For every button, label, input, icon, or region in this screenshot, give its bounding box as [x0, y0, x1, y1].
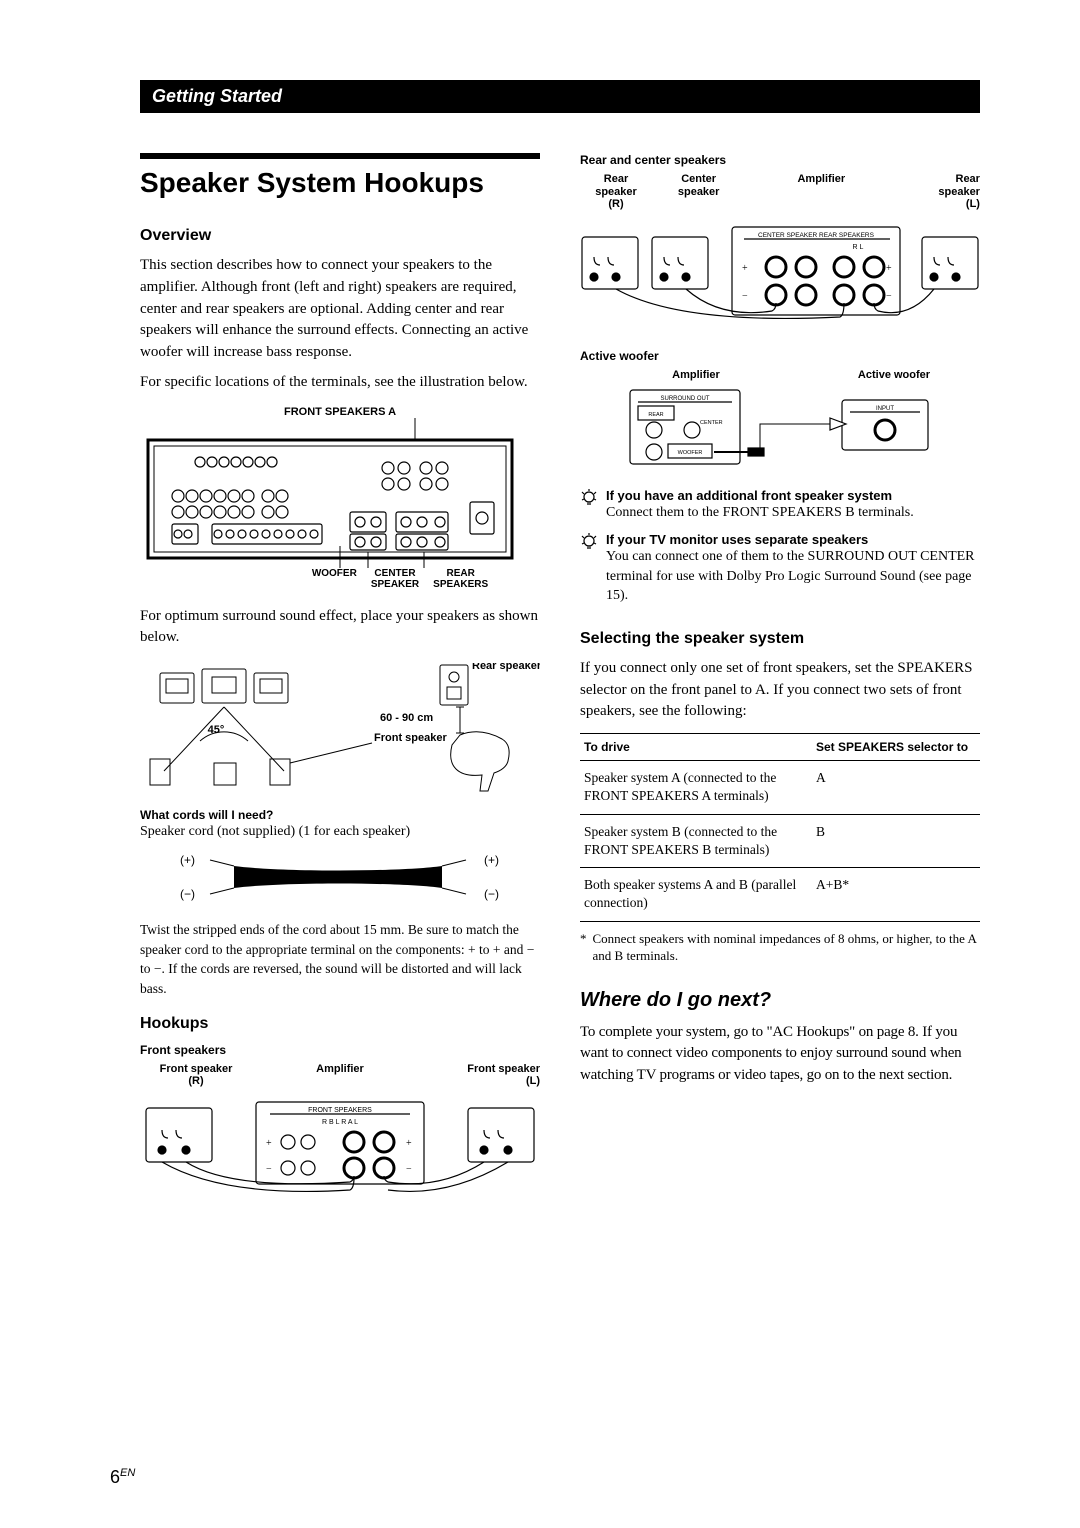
front-label-l: Front speaker (L)	[428, 1063, 540, 1088]
terminal-top-label: FRONT SPEAKERS A	[140, 406, 540, 418]
cord-plus-r: (+)	[484, 853, 499, 867]
twist-paragraph: Twist the stripped ends of the cord abou…	[140, 920, 540, 998]
active-woofer-diagram: SURROUND OUT REAR CENTER WOOFER INPUT	[580, 384, 980, 472]
active-woofer-heading: Active woofer	[580, 349, 980, 363]
tip2-body: You can connect one of them to the SURRO…	[606, 547, 980, 606]
placement-dist-label: 60 - 90 cm	[380, 712, 433, 724]
table-row: Both speaker systems A and B (parallel c…	[580, 868, 980, 921]
amplifier-rear-diagram	[140, 418, 520, 568]
overview-paragraph-2: For specific locations of the terminals,…	[140, 372, 540, 394]
cord-plus-l: (+)	[180, 853, 195, 867]
svg-text:+: +	[266, 1138, 272, 1149]
page-number-value: 6	[110, 1467, 120, 1487]
rear-sub: R L	[853, 244, 864, 251]
placement-rear-label: Rear speaker	[472, 663, 540, 672]
woofer-internal-woofer: WOOFER	[678, 450, 703, 456]
cords-heading: What cords will I need?	[140, 808, 540, 822]
overview-paragraph-1: This section describes how to connect yo…	[140, 255, 540, 364]
woofer-label-amp: Amplifier	[630, 369, 762, 382]
hookups-heading: Hookups	[140, 1015, 540, 1033]
placement-angle-label: 45°	[208, 724, 225, 736]
selecting-paragraph: If you connect only one set of front spe…	[580, 658, 980, 723]
where-next-heading: Where do I go next?	[580, 989, 980, 1012]
left-column: Speaker System Hookups Overview This sec…	[140, 153, 540, 1216]
overview-heading: Overview	[140, 227, 540, 245]
svg-text:+: +	[742, 263, 748, 274]
table-header-2: Set SPEAKERS selector to	[812, 734, 980, 761]
speaker-placement-diagram: Rear speaker 60 - 90 cm Front speaker 45…	[140, 663, 540, 793]
svg-text:−: −	[406, 1164, 412, 1175]
rear-center-heading: Rear and center speakers	[580, 153, 980, 167]
page-title: Speaker System Hookups	[140, 167, 540, 199]
label-center-speaker: CENTER SPEAKER	[371, 568, 419, 590]
label-rear-speakers: REAR SPEAKERS	[433, 568, 488, 590]
footnote-text: Connect speakers with nominal impedances…	[593, 930, 981, 965]
rear-center-hookup-diagram: CENTER SPEAKER REAR SPEAKERS R L + − +	[580, 213, 980, 333]
table-header-1: To drive	[580, 734, 812, 761]
rear-label-r: Rear speaker (R)	[580, 173, 652, 211]
where-next-body: To complete your system, go to "AC Hooku…	[580, 1022, 980, 1087]
table-cell: A+B*	[812, 868, 980, 921]
lightbulb-icon	[580, 532, 598, 606]
rear-internal: CENTER SPEAKER REAR SPEAKERS	[758, 232, 875, 239]
table-cell: Speaker system B (connected to the FRONT…	[580, 814, 812, 867]
front-label-r: Front speaker (R)	[140, 1063, 252, 1088]
table-footnote: * Connect speakers with nominal impedanc…	[580, 930, 980, 965]
rear-label-l: Rear speaker (L)	[908, 173, 980, 211]
tip1-heading: If you have an additional front speaker …	[606, 488, 914, 503]
svg-text:+: +	[406, 1138, 412, 1149]
placement-front-label: Front speaker	[374, 732, 447, 744]
amp-title: FRONT SPEAKERS	[308, 1107, 372, 1114]
label-woofer: WOOFER	[312, 568, 357, 590]
lightbulb-icon	[580, 488, 598, 523]
woofer-internal-input: INPUT	[876, 406, 894, 412]
table-cell: A	[812, 761, 980, 814]
svg-text:+: +	[886, 263, 892, 274]
table-cell: Both speaker systems A and B (parallel c…	[580, 868, 812, 921]
cords-line: Speaker cord (not supplied) (1 for each …	[140, 822, 540, 842]
speaker-cord-diagram: (+) (−) (+) (−)	[160, 848, 520, 908]
terminal-bottom-labels: WOOFER CENTER SPEAKER REAR SPEAKERS	[140, 568, 540, 590]
page-number: 6EN	[110, 1467, 135, 1488]
selecting-heading: Selecting the speaker system	[580, 630, 980, 648]
rear-label-center: Center speaker	[663, 173, 735, 211]
right-column: Rear and center speakers Rear speaker (R…	[580, 153, 980, 1216]
front-speakers-heading: Front speakers	[140, 1043, 540, 1057]
svg-text:−: −	[886, 291, 892, 302]
table-cell: Speaker system A (connected to the FRONT…	[580, 761, 812, 814]
tip1-body: Connect them to the FRONT SPEAKERS B ter…	[606, 503, 914, 523]
woofer-internal-rear: REAR	[648, 412, 663, 418]
tip2-heading: If your TV monitor uses separate speaker…	[606, 532, 980, 547]
front-speaker-hookup-diagram: FRONT SPEAKERS R B L R A L	[140, 1090, 540, 1200]
placement-intro: For optimum surround sound effect, place…	[140, 606, 540, 650]
speaker-selector-table: To drive Set SPEAKERS selector to Speake…	[580, 733, 980, 921]
title-rule	[140, 153, 540, 159]
svg-text:−: −	[742, 291, 748, 302]
rear-label-amp: Amplifier	[745, 173, 897, 211]
table-row: Speaker system B (connected to the FRONT…	[580, 814, 980, 867]
page-number-suffix: EN	[120, 1467, 135, 1479]
table-cell: B	[812, 814, 980, 867]
woofer-label-woofer: Active woofer	[828, 369, 960, 382]
woofer-internal-surround: SURROUND OUT	[661, 396, 710, 402]
amp-sub: R B L R A L	[322, 1119, 358, 1126]
cord-minus-l: (−)	[180, 887, 195, 901]
front-label-amp: Amplifier	[268, 1063, 412, 1088]
svg-text:−: −	[266, 1164, 272, 1175]
cord-minus-r: (−)	[484, 887, 499, 901]
chapter-header: Getting Started	[140, 80, 980, 113]
footnote-marker: *	[580, 930, 587, 965]
woofer-internal-center: CENTER	[700, 420, 723, 426]
table-row: Speaker system A (connected to the FRONT…	[580, 761, 980, 814]
